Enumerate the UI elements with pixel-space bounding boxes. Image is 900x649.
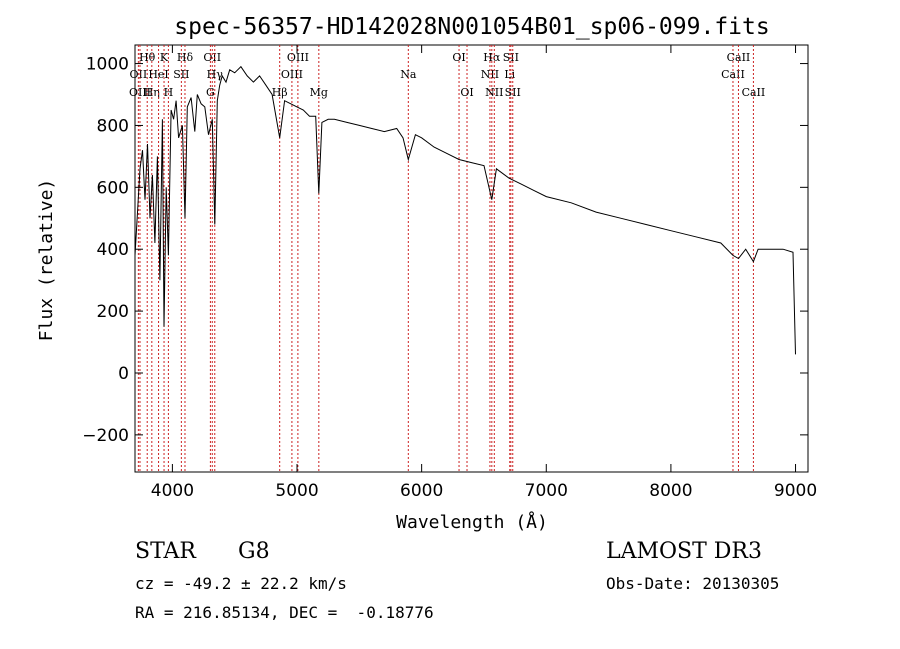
marker-label-9: OII	[203, 51, 221, 64]
marker-label-13: OIII	[281, 68, 303, 81]
marker-label-23: Li	[504, 68, 515, 81]
class-label: STAR	[135, 539, 196, 564]
y-tick-label-0: −200	[82, 426, 129, 446]
marker-label-22: SII	[503, 51, 519, 64]
y-tick-label-3: 400	[97, 240, 129, 260]
marker-label-21: NII	[485, 86, 503, 99]
x-tick-label-2: 6000	[400, 481, 443, 501]
subclass-label: G8	[238, 539, 270, 564]
x-tick-label-0: 4000	[151, 481, 194, 501]
marker-label-17: OI	[452, 51, 465, 64]
marker-label-18: OI	[460, 86, 473, 99]
series-line-0	[134, 65, 796, 355]
marker-label-0: Hθ	[139, 51, 156, 64]
x-axis-label: Wavelength (Å)	[396, 511, 548, 533]
marker-label-14: OIII	[287, 51, 309, 64]
marker-label-11: G	[206, 86, 215, 99]
y-tick-label-5: 800	[97, 116, 129, 136]
marker-label-12: Hβ	[272, 86, 288, 99]
x-tick-label-3: 7000	[525, 481, 568, 501]
y-tick-label-6: 1000	[86, 55, 129, 75]
marker-label-2: OII	[130, 68, 148, 81]
y-axis-label: Flux (relative)	[36, 179, 57, 342]
marker-label-7: SII	[173, 68, 189, 81]
marker-label-4: K	[160, 51, 169, 64]
redshift-text: cz = -49.2 ± 22.2 km/s	[135, 574, 347, 593]
x-tick-label-5: 9000	[774, 481, 817, 501]
y-tick-label-4: 600	[97, 178, 129, 198]
x-tick-label-1: 5000	[275, 481, 318, 501]
marker-label-10: Hγ	[207, 68, 224, 81]
marker-label-5: HeI	[148, 68, 168, 81]
marker-label-20: Hα	[483, 51, 501, 64]
marker-label-6: H	[164, 86, 174, 99]
x-tick-label-4: 8000	[649, 481, 692, 501]
axis-ticks: 4000 5000 6000 7000 8000 9000 −200 0 200 400 600 80…	[82, 45, 817, 501]
spectral-line-markers: Hθ Hη OII OIII K HeI H SII Hδ OII Hγ G Hβ OIII OIII Mg N…	[129, 45, 765, 472]
y-tick-label-2: 200	[97, 302, 129, 322]
marker-label-8: Hδ	[177, 51, 194, 64]
obs-date-text: Obs-Date: 20130305	[606, 574, 780, 593]
marker-label-3: OIII	[129, 86, 151, 99]
marker-label-27: CaII	[742, 86, 766, 99]
marker-label-19: NII	[481, 68, 499, 81]
marker-label-24: SII	[505, 86, 521, 99]
coordinates-text: RA = 216.85134, DEC = -0.18776	[135, 603, 434, 622]
marker-label-16: Na	[400, 68, 417, 81]
plot-frame	[134, 44, 809, 473]
survey-label: LAMOST DR3	[606, 539, 762, 564]
chart-title: spec-56357-HD142028N001054B01_sp06-099.f…	[174, 14, 769, 40]
marker-label-1: Hη	[144, 86, 160, 99]
marker-label-25: CaII	[721, 68, 745, 81]
marker-label-15: Mg	[310, 86, 328, 99]
y-tick-label-1: 0	[118, 364, 129, 384]
marker-label-26: CaII	[727, 51, 751, 64]
flux-series	[134, 65, 796, 355]
